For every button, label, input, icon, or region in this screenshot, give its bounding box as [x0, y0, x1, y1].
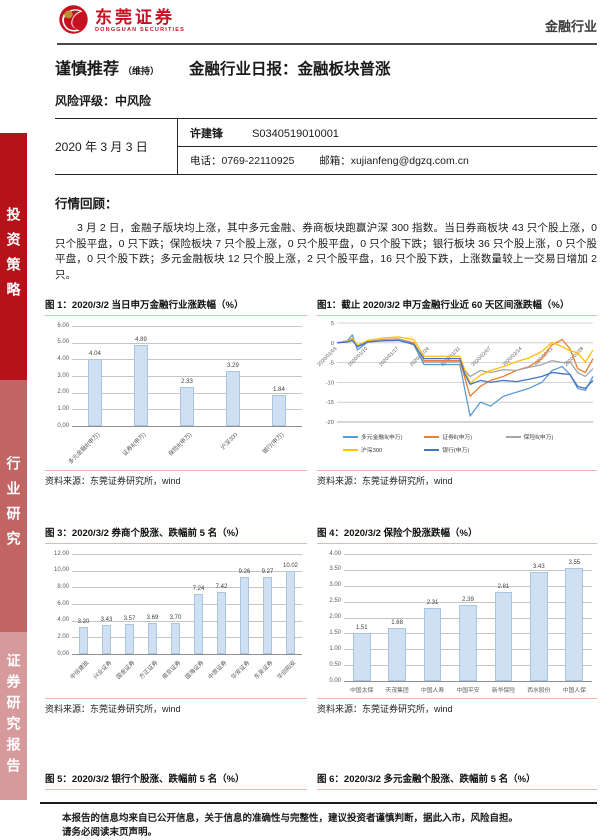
figure-1-source: 资料来源：东莞证券研究所，wind: [45, 470, 307, 487]
fig1-bar-chart: 0.00 1.00 2.00 3.00 4.00 5.00 6.00 4.04 多元金融Ⅱ(申万…: [45, 318, 307, 470]
section-heading-market-review: 行情回顾：: [55, 197, 118, 211]
fig2-line-chart: 5 0 -5 -10 -15 -20 2020/01/03 2020/01/10 2020/01…: [316, 318, 597, 470]
svg-text:5: 5: [331, 321, 334, 327]
company-logo: 东莞证券 DONGGUAN SECURITIES: [57, 3, 185, 41]
logo-name-cn: 东莞证券: [95, 8, 175, 28]
svg-text:-15: -15: [326, 400, 334, 406]
figure-3-source: 资料来源：东莞证券研究所，wind: [45, 698, 307, 715]
sidebar-label: 证券研究报告: [5, 653, 22, 779]
figure-6-title: 图 6：2020/3/2 多元金融个股涨、跌幅前 5 名（%）: [317, 771, 597, 790]
report-body: 谨慎推荐 （维持） 金融行业日报：金融板块普涨 风险评级：中风险 2020 年 …: [40, 55, 597, 840]
svg-text:-10: -10: [326, 380, 334, 386]
phone-number: 0769-22110925: [221, 155, 295, 167]
sidebar-item-investment-strategy: 投资策略: [0, 133, 27, 380]
fig3-bar-chart: 0.00 2.00 4.00 6.00 8.00 10.00 12.00 3.20 中信建投 3.…: [45, 546, 307, 698]
report-type-sidebar: 投资策略 行业研究 证券研究报告: [0, 133, 27, 800]
sidebar-label: 行业研究: [5, 456, 22, 556]
email-label: 邮箱：: [319, 155, 351, 167]
figure-5: 图 5：2020/3/2 银行个股涨、跌幅前 5 名（%）: [45, 771, 307, 790]
report-date-cell: 2020 年 3 月 3 日: [55, 119, 178, 174]
logo-swirl-icon: [57, 3, 90, 41]
svg-text:2020/01/17: 2020/01/17: [378, 346, 400, 368]
figure-4-source: 资料来源：东莞证券研究所，wind: [317, 698, 597, 715]
svg-text:2020/01/03: 2020/01/03: [317, 346, 339, 368]
svg-text:-20: -20: [326, 420, 334, 426]
figure-1-title: 图 1：2020/3/2 当日申万金融行业涨跌幅（%）: [45, 297, 307, 316]
rating-note: （维持）: [123, 66, 160, 76]
figure-row-1: 图 1：2020/3/2 当日申万金融行业涨跌幅（%） 0.00 1.00 2.00…: [45, 297, 597, 487]
analyst-row: 许建锋 S0340519010001: [178, 119, 597, 147]
svg-text:-5: -5: [329, 361, 334, 367]
logo-name-en: DONGGUAN SECURITIES: [95, 27, 186, 34]
figure-3-title: 图 3：2020/3/2 券商个股涨、跌幅前 5 名（%）: [45, 525, 307, 544]
report-date: 2020 年 3 月 3 日: [55, 140, 148, 154]
figure-3: 图 3：2020/3/2 券商个股涨、跌幅前 5 名（%） 0.00 2.00 4.…: [45, 525, 307, 715]
figure-row-3: 图 5：2020/3/2 银行个股涨、跌幅前 5 名（%） 图 6：2020/3…: [45, 771, 597, 790]
page-title: 金融行业日报：金融板块普涨: [189, 61, 391, 78]
analyst-license: S0340519010001: [252, 128, 339, 140]
disclaimer-line-1: 本报告的信息均来自已公开信息，关于信息的准确性与完整性，建议投资者谨慎判断，据此…: [62, 813, 519, 824]
industry-tag: 金融行业: [544, 19, 597, 34]
figure-row-2: 图 3：2020/3/2 券商个股涨、跌幅前 5 名（%） 0.00 2.00 4.…: [45, 525, 597, 715]
rating-value: 谨慎推荐: [55, 61, 120, 78]
sidebar-item-securities-research-report: 证券研究报告: [0, 632, 27, 800]
contact-row: 电话：0769-22110925 邮箱：xujianfeng@dgzq.com.…: [178, 147, 597, 174]
analyst-info-table: 2020 年 3 月 3 日 许建锋 S0340519010001 电话：076…: [55, 118, 597, 175]
svg-text:0: 0: [331, 341, 334, 347]
svg-text:2020/02/14: 2020/02/14: [502, 346, 524, 368]
figure-2-title: 图1：截止 2020/3/2 申万金融行业近 60 天区间涨跌幅（%）: [317, 297, 597, 316]
figure-2: 图1：截止 2020/3/2 申万金融行业近 60 天区间涨跌幅（%） 5 0 -5…: [316, 297, 597, 487]
risk-rating: 风险评级：中风险: [55, 94, 152, 108]
svg-text:2020/02/07: 2020/02/07: [471, 346, 493, 368]
fig2-legend: 多元金融Ⅱ(申万) 证券Ⅱ(申万) 保险Ⅱ(申万) 沪深300 银行(申万): [343, 432, 597, 458]
sidebar-label: 投资策略: [5, 206, 22, 307]
phone-label: 电话：: [190, 155, 222, 167]
disclaimer-box: 本报告的信息均来自已公开信息，关于信息的准确性与完整性，建议投资者谨慎判断，据此…: [40, 802, 597, 840]
sidebar-item-industry-research: 行业研究: [0, 380, 27, 632]
figure-2-source: 资料来源：东莞证券研究所，wind: [317, 470, 597, 487]
report-header: 东莞证券 DONGGUAN SECURITIES 金融行业: [57, 0, 597, 45]
figure-4-title: 图 4：2020/3/2 保险个股涨跌幅（%）: [317, 525, 597, 544]
market-review-paragraph: 3 月 2 日，金融子版块均上涨，其中多元金融、券商板块跑赢沪深 300 指数。…: [55, 222, 597, 281]
analyst-name: 许建锋: [190, 128, 223, 140]
email-address: xujianfeng@dgzq.com.cn: [350, 155, 469, 167]
rating-row: 谨慎推荐 （维持） 金融行业日报：金融板块普涨: [55, 55, 597, 79]
figure-6: 图 6：2020/3/2 多元金融个股涨、跌幅前 5 名（%）: [317, 771, 597, 790]
disclaimer-line-2: 请务必阅读末页声明。: [62, 827, 158, 838]
figure-5-title: 图 5：2020/3/2 银行个股涨、跌幅前 5 名（%）: [45, 771, 307, 790]
figure-4: 图 4：2020/3/2 保险个股涨跌幅（%） 0.00 0.50 1.00 1.50…: [317, 525, 597, 715]
fig4-bar-chart: 0.00 0.50 1.00 1.50 2.00 2.50 3.00 3.50 4.00 1.51…: [317, 546, 597, 698]
figure-1: 图 1：2020/3/2 当日申万金融行业涨跌幅（%） 0.00 1.00 2.00…: [45, 297, 307, 487]
